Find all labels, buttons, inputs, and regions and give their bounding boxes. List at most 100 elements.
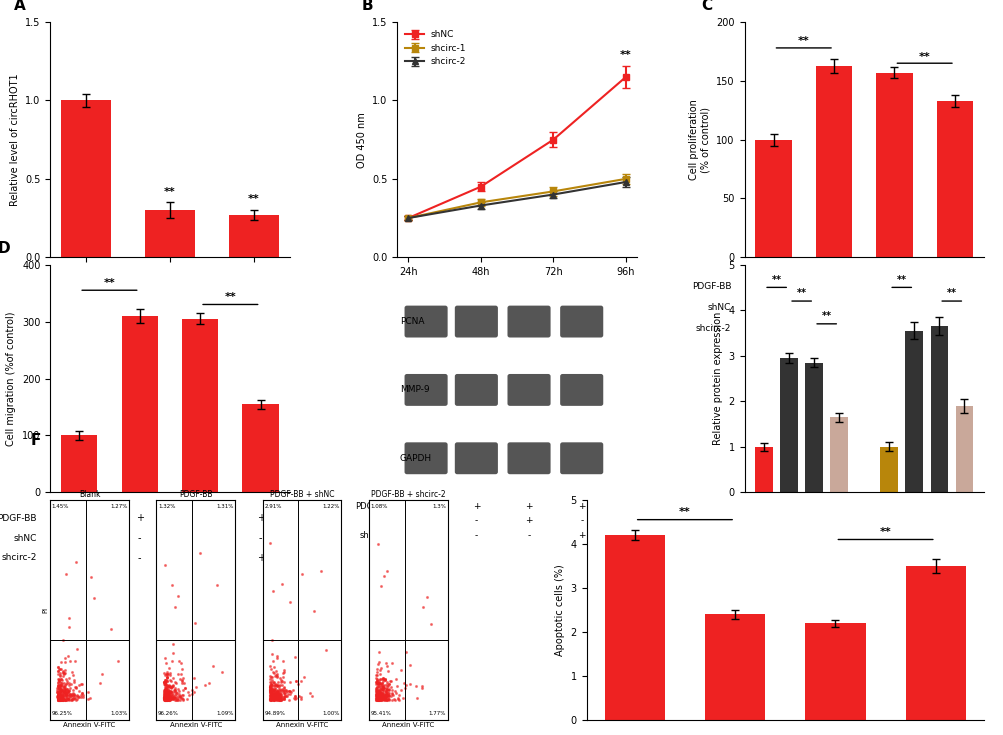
- Point: [377, 675, 393, 686]
- Text: **: **: [163, 187, 176, 196]
- Point: [157, 674, 174, 686]
- Bar: [704, 614, 764, 720]
- Point: [50, 673, 66, 685]
- Point: [157, 559, 174, 570]
- Point: [266, 694, 282, 706]
- Point: [58, 568, 74, 580]
- Point: [390, 692, 406, 703]
- Point: [158, 694, 175, 706]
- Point: [51, 686, 67, 698]
- Point: [279, 689, 295, 701]
- Point: [186, 686, 202, 698]
- Point: [278, 684, 294, 696]
- Point: [368, 684, 384, 695]
- Point: [51, 694, 67, 706]
- Point: [172, 673, 188, 685]
- FancyBboxPatch shape: [404, 306, 447, 337]
- Point: [374, 691, 390, 703]
- Point: [273, 684, 289, 696]
- Point: [49, 694, 65, 706]
- Point: [61, 688, 77, 700]
- Point: [262, 692, 278, 704]
- Point: [262, 685, 278, 697]
- Text: shNC: shNC: [370, 517, 392, 526]
- Point: [52, 680, 68, 692]
- Text: -: -: [771, 324, 774, 334]
- Point: [55, 668, 71, 680]
- Point: [263, 689, 279, 700]
- Point: [378, 686, 394, 698]
- Point: [375, 680, 391, 692]
- Point: [373, 692, 389, 703]
- Point: [155, 694, 172, 706]
- Point: [372, 687, 388, 699]
- Point: [271, 686, 287, 698]
- Text: -: -: [952, 303, 956, 313]
- Point: [377, 679, 393, 691]
- Point: [262, 537, 278, 549]
- Point: [269, 691, 285, 703]
- Text: **: **: [918, 51, 930, 62]
- Point: [63, 678, 79, 690]
- Point: [165, 691, 182, 703]
- Point: [66, 692, 82, 704]
- Point: [370, 689, 386, 700]
- Point: [270, 695, 286, 706]
- Point: [382, 675, 398, 687]
- Point: [371, 646, 387, 658]
- Point: [270, 689, 286, 700]
- Point: [271, 680, 287, 692]
- Point: [54, 695, 70, 706]
- Point: [369, 693, 385, 705]
- Point: [58, 677, 74, 689]
- Text: -: -: [424, 517, 427, 526]
- Point: [395, 677, 411, 689]
- Point: [156, 687, 173, 699]
- Point: [51, 687, 67, 699]
- Point: [61, 682, 77, 694]
- Point: [52, 679, 68, 691]
- Point: [61, 689, 77, 701]
- Point: [271, 689, 287, 700]
- Point: [381, 678, 397, 690]
- Point: [372, 686, 388, 698]
- Point: [53, 663, 69, 675]
- Point: [265, 691, 281, 703]
- Point: [268, 664, 284, 676]
- Point: [166, 675, 183, 687]
- Point: [264, 689, 280, 700]
- Point: [51, 691, 67, 703]
- Text: 1.03%: 1.03%: [109, 711, 127, 716]
- Point: [159, 689, 176, 701]
- Point: [52, 684, 68, 696]
- Point: [263, 684, 279, 696]
- Point: [170, 591, 186, 603]
- Text: 94.89%: 94.89%: [264, 711, 285, 716]
- Point: [52, 693, 68, 705]
- Point: [59, 692, 75, 704]
- Point: [378, 678, 394, 689]
- Point: [59, 684, 75, 695]
- Point: [397, 682, 413, 694]
- Point: [54, 667, 70, 679]
- Point: [263, 686, 279, 698]
- Point: [53, 684, 69, 695]
- Point: [54, 694, 70, 706]
- Bar: [880, 447, 897, 492]
- Point: [263, 694, 279, 706]
- Point: [381, 683, 397, 695]
- Point: [50, 685, 66, 697]
- Point: [82, 571, 98, 583]
- Point: [265, 692, 281, 703]
- Point: [59, 675, 75, 687]
- Text: -: -: [77, 553, 81, 563]
- Point: [370, 695, 386, 706]
- Point: [176, 672, 192, 684]
- Point: [276, 687, 292, 699]
- Point: [156, 675, 173, 687]
- Point: [376, 570, 392, 582]
- Point: [267, 689, 283, 701]
- Point: [377, 685, 393, 697]
- Point: [156, 692, 173, 703]
- Point: [52, 694, 68, 706]
